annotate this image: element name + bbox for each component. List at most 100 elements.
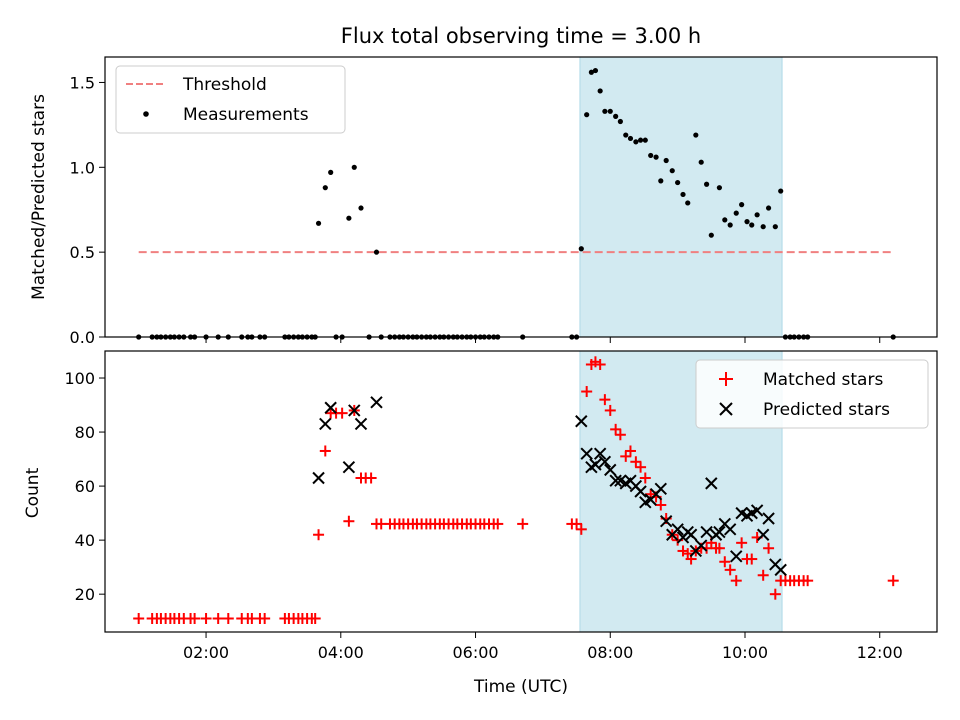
predicted-star-marker-b: [370, 396, 383, 409]
measurement-point: [627, 135, 634, 142]
matched-star-marker: [802, 575, 814, 587]
measurement-point: [675, 179, 681, 186]
matched-star-marker: [887, 575, 899, 587]
predicted-star-marker-b: [713, 525, 726, 539]
x-tick-label: 04:00: [318, 643, 364, 662]
predicted-star-marker: [705, 477, 718, 490]
measurement-point: [754, 212, 760, 218]
predicted-star-marker-b: [598, 455, 612, 468]
count-panel: 20 40 60 80 100 02:00 04:00 06:00 08:00 10:00 12:…: [23, 350, 938, 697]
matched-star-marker: [365, 472, 377, 484]
predicted-star-marker: [598, 455, 612, 468]
predicted-star-marker-b: [659, 515, 673, 528]
predicted-star-marker-b: [762, 512, 775, 525]
predicted-star-marker-b: [580, 447, 593, 460]
predicted-stars-legend-swatch: [719, 402, 733, 416]
matched-star-marker: [624, 445, 636, 457]
measurement-point: [346, 215, 352, 221]
measurement-point: [708, 232, 714, 238]
count-y-axis-label: Count: [23, 467, 43, 518]
measurement-point: [760, 224, 766, 230]
predicted-star-marker: [575, 415, 588, 428]
count-legend-box: [695, 359, 929, 429]
matched-star-marker: [594, 359, 606, 371]
matched-star-marker: [212, 612, 224, 624]
predicted-star-marker-b: [312, 471, 325, 485]
predicted-star-marker-b: [342, 460, 356, 474]
x-tick-label: 08:00: [587, 643, 633, 662]
predicted-star-marker-b: [700, 525, 713, 539]
predicted-star-marker-b: [654, 482, 667, 496]
predicted-star-marker: [774, 563, 787, 577]
matched-star-marker: [763, 542, 775, 554]
y-tick-label: 0.5: [70, 243, 95, 262]
measurement-point: [749, 222, 755, 228]
matched-star-marker: [757, 569, 769, 581]
matched-star-marker: [599, 394, 611, 406]
predicted-star-marker: [589, 458, 602, 471]
matched-star-marker: [719, 556, 731, 568]
x-tick-label: 12:00: [857, 643, 903, 662]
measurement-point: [642, 137, 648, 143]
ratio-x-ticks: [205, 337, 881, 343]
count-legend: Matched stars Predicted stars: [695, 359, 929, 429]
predicted-star-marker: [654, 482, 667, 496]
predicted-star-marker: [713, 525, 726, 539]
predicted-star-marker: [354, 417, 368, 431]
matched-star-marker: [517, 518, 529, 530]
matched-star-marker: [614, 429, 626, 441]
observing-window-span: [579, 56, 783, 338]
matched-star-marker: [610, 423, 622, 435]
measurement-point: [602, 108, 608, 114]
y-tick-label: 1.5: [70, 73, 95, 92]
measurement-point: [617, 118, 623, 125]
matched-star-marker: [189, 612, 201, 624]
matched-star-marker: [730, 575, 742, 587]
measurement-point: [592, 67, 599, 74]
matched-star-marker: [133, 612, 145, 624]
threshold-legend-label: Threshold: [182, 75, 267, 95]
predicted-star-marker-b: [575, 415, 588, 428]
predicted-star-marker: [604, 463, 617, 477]
y-tick-label: 40: [75, 531, 95, 550]
predicted-star-marker-b: [589, 458, 602, 471]
predicted-star-marker: [756, 528, 770, 541]
matched-star-marker: [736, 537, 748, 549]
measurement-point: [597, 88, 603, 94]
measurement-point: [358, 205, 364, 211]
count-y-axis: 20 40 60 80 100: [64, 369, 105, 604]
measurement-point: [669, 168, 675, 174]
predicted-star-marker-b: [354, 417, 368, 431]
matched-star-marker: [620, 450, 632, 462]
predicted-star-marker: [324, 401, 337, 414]
measurement-point: [778, 188, 784, 194]
matched-star-marker: [655, 499, 667, 511]
matched-star-marker: [630, 456, 642, 468]
predicted-star-marker-b: [723, 523, 737, 536]
y-tick-label: 100: [64, 369, 95, 388]
predicted-star-marker-b: [730, 550, 743, 563]
measurement-point: [685, 200, 691, 206]
measurement-point: [680, 191, 686, 198]
predicted-star-marker-b: [634, 485, 647, 498]
ratio-y-axis: 0.0 0.5 1.0 1.5: [70, 73, 105, 347]
predicted-star-marker: [684, 528, 698, 541]
y-tick-label: 80: [75, 423, 95, 442]
predicted-star-marker: [348, 404, 361, 417]
matched-star-marker: [746, 553, 758, 565]
matched-stars-legend-label: Matched stars: [763, 370, 883, 390]
predicted-star-marker-b: [348, 404, 361, 417]
matched-star-marker: [336, 407, 348, 419]
matched-star-marker: [319, 445, 331, 457]
matched-star-marker: [724, 564, 736, 576]
predicted-star-marker: [762, 512, 775, 525]
x-tick-label: 06:00: [452, 643, 498, 662]
matched-star-marker: [769, 588, 781, 600]
chart-title: Flux total observing time = 3.00 h: [341, 24, 701, 48]
matched-star-marker: [222, 612, 234, 624]
predicted-star-marker: [609, 474, 622, 487]
predicted-star-marker: [659, 515, 673, 528]
ratio-legend: Threshold Measurements: [115, 65, 346, 134]
predicted-star-marker-b: [735, 506, 748, 520]
